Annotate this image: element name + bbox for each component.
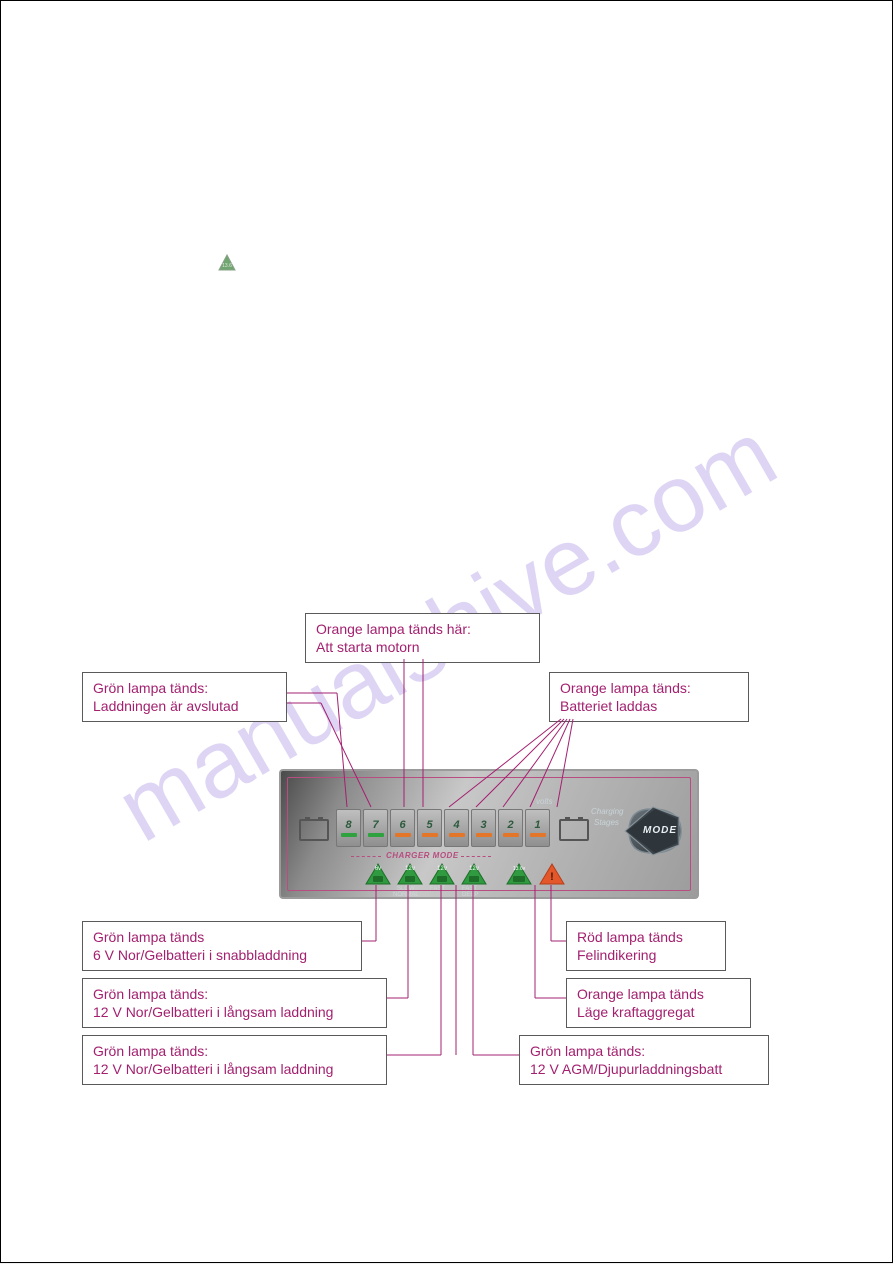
stage-led xyxy=(368,833,384,837)
callout-line: 12 V Nor/Gelbatteri i långsam laddning xyxy=(93,1060,376,1078)
charging-stages-strip: 8 7 6 5 4 3 2 1 xyxy=(336,809,550,847)
tri-sub-normal: NORMAL xyxy=(393,892,419,898)
battery-icon-right xyxy=(559,819,589,841)
mode-triangle-row: 6v 12v 12v 12v xyxy=(365,863,487,885)
mode-button-label: MODE xyxy=(643,825,677,836)
stage-cell: 3 xyxy=(471,809,496,847)
callout-line: 12 V AGM/Djupurladdningsbatt xyxy=(530,1060,758,1078)
stage-cell: 2 xyxy=(498,809,523,847)
callout-line: Grön lampa tänds: xyxy=(93,1042,376,1060)
callout-line: Orange lampa tänds här: xyxy=(316,620,529,638)
stage-num: 7 xyxy=(372,819,378,831)
tri-sub-fast: FAST xyxy=(430,886,445,892)
charging-stages-label-1: Charging xyxy=(591,807,623,816)
stage-led xyxy=(476,833,492,837)
stage-led xyxy=(395,833,411,837)
stage-cell: 8 xyxy=(336,809,361,847)
callout-line: 12 V Nor/Gelbatteri i långsam laddning xyxy=(93,1003,376,1021)
tri-label: 13.6v xyxy=(513,866,525,872)
stage-led xyxy=(530,833,546,837)
callout-12v-slow-1: Grön lampa tänds: 12 V Nor/Gelbatteri i … xyxy=(82,978,387,1028)
stage-led xyxy=(449,833,465,837)
callout-green-charging-complete: Grön lampa tänds: Laddningen är avslutad xyxy=(82,672,287,722)
callout-12v-slow-2: Grön lampa tänds: 12 V Nor/Gelbatteri i … xyxy=(82,1035,387,1085)
stage-cell: 7 xyxy=(363,809,388,847)
charging-stages-label-2: Stages xyxy=(594,818,619,827)
stage-cell: 4 xyxy=(444,809,469,847)
stage-cell: 1 xyxy=(525,809,550,847)
svg-text:13.6: 13.6 xyxy=(222,263,232,269)
charger-mode-dash-right xyxy=(461,856,491,857)
charger-mode-label: CHARGER MODE xyxy=(386,851,459,860)
mode-triangle-6v: 6v xyxy=(365,863,391,885)
callout-line: Laddningen är avslutad xyxy=(93,697,276,715)
stage-cell: 5 xyxy=(417,809,442,847)
stage-num: 3 xyxy=(480,819,486,831)
mode-triangle-12v-slow: 12v xyxy=(397,863,423,885)
charger-panel: 8 7 6 5 4 3 2 1 volts Charging Stages CH… xyxy=(279,769,699,899)
callout-red-fault: Röd lampa tänds Felindikering xyxy=(566,921,726,971)
stage-cell: 6 xyxy=(390,809,415,847)
stage-num: 5 xyxy=(426,819,432,831)
stage-num: 2 xyxy=(507,819,513,831)
tri-sub-deep: DEEP xyxy=(462,892,478,898)
stage-num: 1 xyxy=(534,819,540,831)
manual-page: manualshive.com 13.6 Orange lampa tänds … xyxy=(0,0,893,1263)
mode-triangle-12v-deep: 12v xyxy=(461,863,487,885)
callout-orange-charging: Orange lampa tänds: Batteriet laddas xyxy=(549,672,749,722)
charger-mode-dash-left xyxy=(351,856,381,857)
callout-line: Felindikering xyxy=(577,946,715,964)
stage-led xyxy=(503,833,519,837)
callout-line: Läge kraftaggregat xyxy=(577,1003,740,1021)
tri-label: 12v xyxy=(405,866,415,872)
callout-orange-start-motor: Orange lampa tänds här: Att starta motor… xyxy=(305,613,540,663)
volts-label: volts xyxy=(536,797,552,806)
callout-line: Grön lampa tänds: xyxy=(93,679,276,697)
callout-line: Orange lampa tänds xyxy=(577,985,740,1003)
mode-button[interactable]: MODE xyxy=(621,803,683,859)
mode-triangle-13-6v: 13.6v xyxy=(506,863,532,885)
stage-num: 6 xyxy=(399,819,405,831)
callout-line: Att starta motorn xyxy=(316,638,529,656)
callout-line: Grön lampa tänds: xyxy=(93,985,376,1003)
stage-num: 4 xyxy=(453,819,459,831)
stage-led xyxy=(422,833,438,837)
tri-label: 12v xyxy=(437,866,447,872)
callout-line: Grön lampa tänds xyxy=(93,928,351,946)
tri-label: 6v xyxy=(375,866,381,872)
fault-triangle-icon: ! xyxy=(539,863,565,885)
stage-num: 8 xyxy=(345,819,351,831)
callout-line: 6 V Nor/Gelbatteri i snabbladdning xyxy=(93,946,351,964)
callout-line: Röd lampa tänds xyxy=(577,928,715,946)
mode-triangle-12v-fast: 12v xyxy=(429,863,455,885)
tri-label: 12v xyxy=(469,866,479,872)
callout-line: Orange lampa tänds: xyxy=(560,679,738,697)
svg-text:!: ! xyxy=(550,871,554,883)
callout-orange-psu: Orange lampa tänds Läge kraftaggregat xyxy=(566,978,751,1028)
callout-line: Grön lampa tänds: xyxy=(530,1042,758,1060)
callout-line: Batteriet laddas xyxy=(560,697,738,715)
small-triangle-icon: 13.6 xyxy=(218,254,236,272)
callout-12v-agm-deep: Grön lampa tänds: 12 V AGM/Djupurladdnin… xyxy=(519,1035,769,1085)
battery-icon-left xyxy=(299,819,329,841)
stage-led xyxy=(341,833,357,837)
callout-6v-fast: Grön lampa tänds 6 V Nor/Gelbatteri i sn… xyxy=(82,921,362,971)
